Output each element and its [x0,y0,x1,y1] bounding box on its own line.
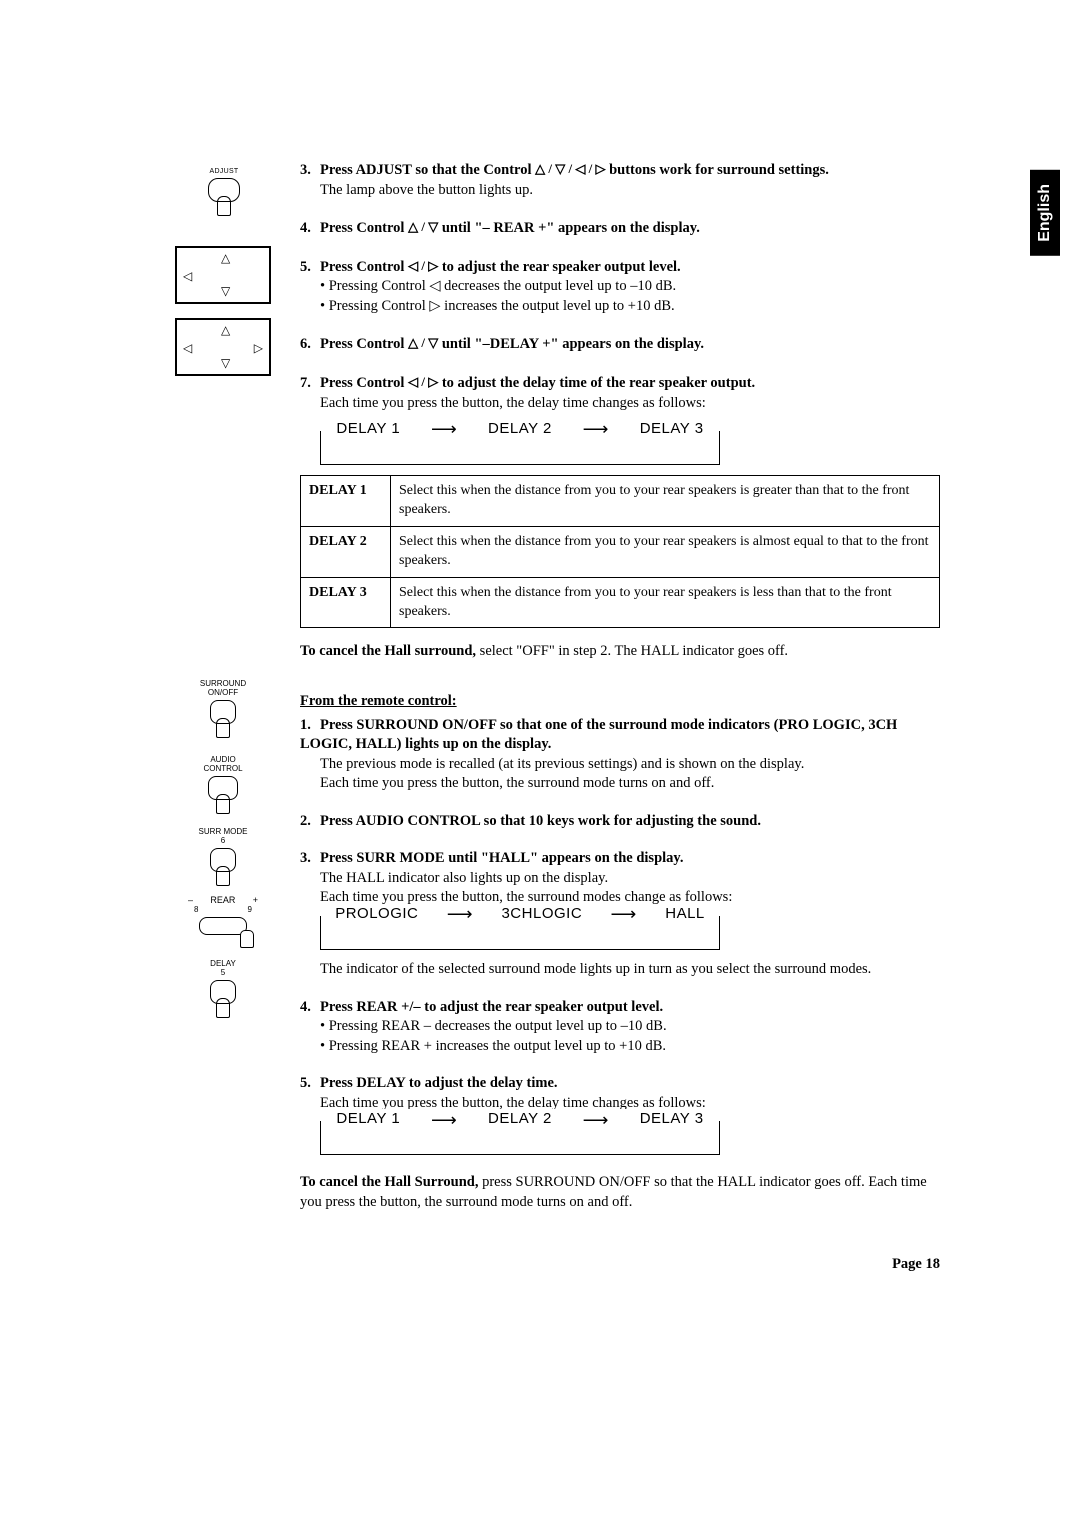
instruction-step: 5.Press Control ◁ / ▷ to adjust the rear… [300,257,940,317]
instruction-step: 4.Press Control △ / ▽ until "– REAR +" a… [300,218,940,239]
sequence-item: PROLOGIC [329,904,424,924]
instruction-step: 7.Press Control ◁ / ▷ to adjust the dela… [300,373,940,413]
table-row: DELAY 2Select this when the distance fro… [301,526,940,577]
delay-table: DELAY 1Select this when the distance fro… [300,475,940,628]
sequence-diagram: DELAY 1⟶DELAY 2⟶DELAY 3 [320,1121,720,1155]
sequence-diagram: DELAY 1⟶DELAY 2⟶DELAY 3 [320,431,720,465]
language-tab: English [1030,170,1060,256]
arrow-icon: ⟶ [441,905,479,923]
arrow-icon: ⟶ [605,905,643,923]
step-text: Each time you press the button, the surr… [320,774,940,794]
sequence-item: DELAY 3 [634,419,710,439]
step-text: The previous mode is recalled (at its pr… [320,755,940,775]
instruction-step: 3.Press ADJUST so that the Control △ / ▽… [300,160,940,200]
sequence-item: DELAY 2 [482,419,558,439]
sequence-item: DELAY 1 [330,419,406,439]
arrow-icon: ⟶ [577,1111,615,1129]
table-row: DELAY 1Select this when the distance fro… [301,476,940,527]
step-text: • Pressing Control ▷ increases the outpu… [320,297,940,317]
sequence-item: DELAY 3 [634,1109,710,1129]
sequence-item: DELAY 2 [482,1109,558,1129]
arrow-icon: ⟶ [425,420,463,438]
arrow-icon: ⟶ [577,420,615,438]
cancel-note: To cancel the Hall surround, select "OFF… [300,642,940,662]
instruction-step: 3.Press SURR MODE until "HALL" appears o… [300,849,940,979]
instruction-step: 2.Press AUDIO CONTROL so that 10 keys wo… [300,812,940,832]
instruction-step: 6.Press Control △ / ▽ until "–DELAY +" a… [300,334,940,355]
step-text: • Pressing Control ◁ decreases the outpu… [320,277,940,297]
cancel-note: To cancel the Hall Surround, press SURRO… [300,1173,940,1212]
instruction-step: 4.Press REAR +/– to adjust the rear spea… [300,998,940,1057]
sequence-diagram: PROLOGIC⟶3CHLOGIC⟶HALL [320,916,720,950]
arrow-icon: ⟶ [425,1111,463,1129]
page-content: 3.Press ADJUST so that the Control △ / ▽… [160,160,940,1213]
step-text: The indicator of the selected surround m… [320,960,940,980]
instruction-step: 1.Press SURROUND ON/OFF so that one of t… [300,716,940,794]
page-number: Page 18 [892,1256,940,1273]
step-text: • Pressing REAR + increases the output l… [320,1037,940,1057]
instruction-step: 5.Press DELAY to adjust the delay time.E… [300,1074,940,1155]
step-text: • Pressing REAR – decreases the output l… [320,1017,940,1037]
sequence-item: 3CHLOGIC [495,904,588,924]
step-text: The HALL indicator also lights up on the… [320,869,940,889]
step-text: The lamp above the button lights up. [320,181,940,201]
step-text: Each time you press the button, the dela… [320,394,940,414]
table-row: DELAY 3Select this when the distance fro… [301,577,940,628]
sequence-item: HALL [659,904,711,924]
sequence-item: DELAY 1 [330,1109,406,1129]
remote-control-heading: From the remote control: [300,692,940,712]
